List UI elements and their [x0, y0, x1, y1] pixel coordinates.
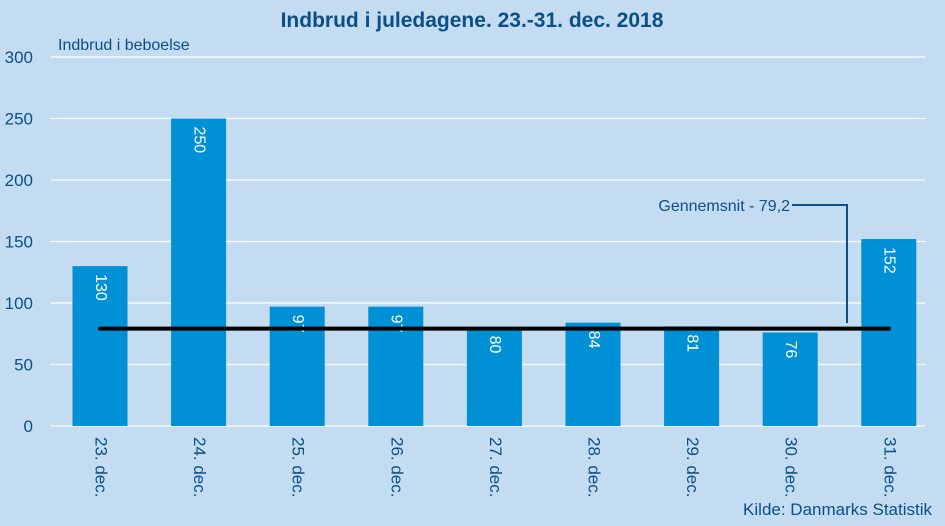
- y-tick-label: 300: [5, 48, 33, 67]
- chart-title: Indbrud i juledagene. 23.-31. dec. 2018: [281, 9, 664, 32]
- bar: [664, 326, 720, 426]
- data-label: 81: [683, 334, 700, 352]
- x-tick-label: 27. dec.: [486, 437, 505, 498]
- x-axis-ticks: 23. dec. 24. dec. 25. dec. 26. dec. 27. dec.…: [92, 437, 900, 498]
- data-label: 130: [92, 274, 109, 301]
- bar: [171, 118, 227, 426]
- average-line-group: Gennemsnit - 79,2: [98, 198, 891, 331]
- y-tick-label: 200: [5, 171, 33, 190]
- bar: [72, 266, 128, 426]
- x-tick-label: 26. dec.: [387, 437, 406, 498]
- bar: [565, 322, 621, 426]
- y-tick-label: 50: [14, 356, 33, 375]
- bar: [368, 306, 424, 426]
- data-label: 80: [486, 336, 503, 354]
- bar: [269, 306, 325, 426]
- y-tick-label: 0: [24, 417, 33, 436]
- annotation-leader-line: [792, 204, 848, 323]
- y-tick-label: 100: [5, 294, 33, 313]
- x-tick-label: 28. dec.: [585, 437, 604, 498]
- x-tick-label: 24. dec.: [190, 437, 209, 498]
- source-note: Kilde: Danmarks Statistik: [743, 500, 932, 519]
- data-label: 84: [585, 331, 602, 349]
- y-tick-label: 250: [5, 110, 33, 129]
- x-tick-label: 25. dec.: [289, 437, 308, 498]
- data-label: 152: [881, 247, 898, 274]
- data-label: 250: [190, 127, 207, 154]
- y-axis-ticks: 0 50 100 150 200 250 300: [5, 48, 33, 436]
- bars: [72, 118, 917, 426]
- bar: [861, 239, 917, 426]
- x-tick-label: 29. dec.: [683, 437, 702, 498]
- average-annotation: Gennemsnit - 79,2: [658, 198, 790, 215]
- bar: [466, 327, 522, 426]
- x-tick-label: 30. dec.: [782, 437, 801, 498]
- data-label: 76: [782, 341, 799, 359]
- y-tick-label: 150: [5, 233, 33, 252]
- x-tick-label: 31. dec.: [880, 437, 899, 498]
- x-tick-label: 23. dec.: [92, 437, 111, 498]
- bar: [762, 332, 818, 426]
- y-axis-label: Indbrud i beboelse: [58, 37, 190, 54]
